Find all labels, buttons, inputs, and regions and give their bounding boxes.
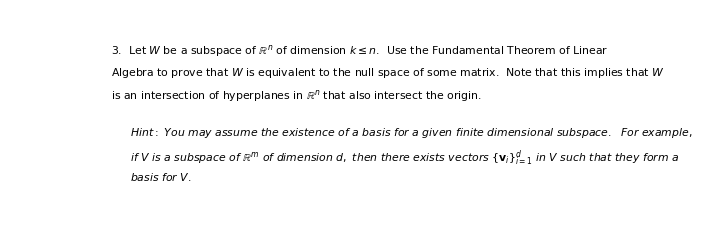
- Text: 3.  Let $W$ be a subspace of $\mathbb{R}^n$ of dimension $k \leq n$.  Use the Fu: 3. Let $W$ be a subspace of $\mathbb{R}^…: [111, 44, 608, 60]
- Text: $\mathit{Hint}\mathit{:}$ $\mathit{You\ may\ assume\ the\ existence\ of\ a\ basi: $\mathit{Hint}\mathit{:}$ $\mathit{You\ …: [130, 126, 693, 140]
- Text: $\mathit{basis\ for\ V.}$: $\mathit{basis\ for\ V.}$: [130, 170, 192, 182]
- Text: $\mathit{if\ V\ is\ a\ subspace\ of\ \mathbb{R}^m\ of\ dimension\ d,\ then\ ther: $\mathit{if\ V\ is\ a\ subspace\ of\ \ma…: [130, 148, 680, 168]
- Text: Algebra to prove that $W$ is equivalent to the null space of some matrix.  Note : Algebra to prove that $W$ is equivalent …: [111, 66, 665, 80]
- Text: is an intersection of hyperplanes in $\mathbb{R}^n$ that also intersect the orig: is an intersection of hyperplanes in $\m…: [111, 88, 482, 104]
